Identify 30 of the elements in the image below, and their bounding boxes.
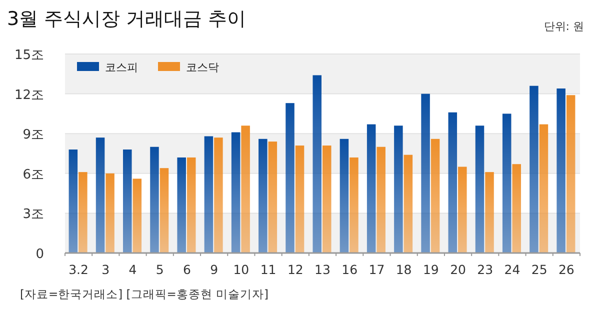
x-tick-label: 3 [102,262,110,277]
x-tick-label: 18 [396,262,412,277]
legend-label: 코스피 [105,61,138,74]
x-tick-label: 13 [314,262,330,277]
x-tick-label: 19 [422,262,439,277]
x-tick-label: 10 [233,262,250,277]
x-tick-label: 24 [504,262,520,277]
y-tick-label: 3조 [22,207,44,222]
x-tick-label: 11 [260,262,276,277]
y-tick-label: 6조 [22,167,44,182]
x-tick-label: 4 [128,262,137,277]
x-tick-label: 20 [450,262,466,277]
x-tick-label: 16 [342,262,358,277]
x-tick-label: 6 [182,262,191,277]
x-tick-label: 5 [156,262,164,277]
x-tick-label: 26 [558,262,574,277]
x-tick-label: 17 [368,262,385,277]
y-tick-label: 9조 [22,128,44,143]
y-tick-label: 0 [36,247,44,262]
x-tick-label: 12 [287,262,304,277]
text: 단위: 원 [544,20,584,33]
x-tick-label: 3.2 [68,262,88,277]
chart-title: 3월 주식시장 거래대금 추이 [7,8,246,30]
text: [자료=한국거래소] [그래픽=홍종현 미술기자] [20,287,269,301]
y-tick-label: 15조 [14,48,44,63]
y-tick-label: 12조 [14,88,44,103]
x-tick-label: 25 [531,262,548,277]
x-tick-label: 23 [477,262,494,277]
legend-label: 코스닥 [186,61,219,74]
x-tick-label: 9 [210,262,218,277]
